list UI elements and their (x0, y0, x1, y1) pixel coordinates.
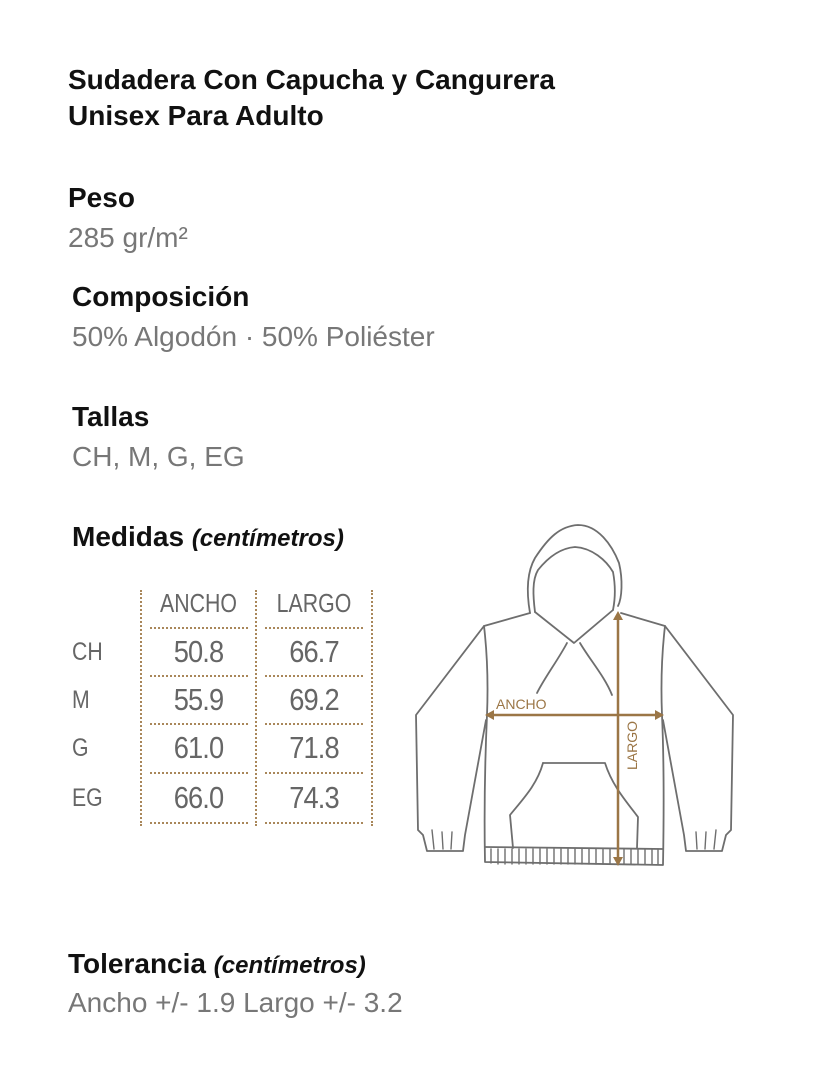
row-separator (265, 723, 363, 725)
column-header-largo: LARGO (276, 588, 352, 618)
row-separator (265, 627, 363, 629)
size-label: M (72, 686, 90, 714)
arrowhead-down-icon (613, 857, 623, 866)
row-separator (150, 627, 248, 629)
row-separator (265, 772, 363, 774)
largo-value: 69.2 (289, 682, 339, 717)
largo-diagram-label: LARGO (624, 721, 640, 770)
row-separator (150, 822, 248, 824)
tolerancia-label: Tolerancia (68, 948, 206, 979)
medidas-label: Medidas (72, 521, 185, 552)
arrowhead-up-icon (613, 611, 623, 620)
largo-value: 66.7 (289, 634, 339, 669)
tolerancia-heading: Tolerancia (centímetros) (68, 948, 366, 980)
ancho-diagram-label: ANCHO (496, 696, 547, 712)
arrowhead-left-icon (485, 710, 494, 720)
composicion-label: Composición (72, 281, 250, 312)
hoodie-outline (415, 524, 734, 866)
ancho-value: 66.0 (173, 780, 224, 815)
row-separator (150, 772, 248, 774)
row-separator (265, 822, 363, 824)
table-divider (140, 590, 142, 826)
tallas-label: Tallas (72, 401, 150, 432)
medidas-heading: Medidas (centímetros) (72, 521, 344, 553)
product-title: Sudadera Con Capucha y Cangurera Unisex … (68, 62, 555, 134)
title-line-2: Unisex Para Adulto (68, 100, 324, 131)
tolerancia-unit: (centímetros) (213, 952, 366, 979)
peso-value: 285 gr/m² (68, 222, 188, 253)
medidas-unit: (centímetros) (191, 525, 344, 552)
row-separator (150, 675, 248, 677)
row-separator (265, 675, 363, 677)
row-separator (150, 723, 248, 725)
largo-value: 71.8 (289, 730, 339, 765)
composicion-value: 50% Algodón · 50% Poliéster (72, 321, 435, 352)
measurement-arrows (485, 611, 664, 866)
tallas-value: CH, M, G, EG (72, 441, 245, 472)
ancho-value: 61.0 (173, 730, 224, 765)
tolerancia-value: Ancho +/- 1.9 Largo +/- 3.2 (68, 987, 403, 1018)
column-header-ancho: ANCHO (159, 588, 238, 618)
table-divider (255, 590, 257, 826)
size-label: CH (72, 638, 103, 666)
title-line-1: Sudadera Con Capucha y Cangurera (68, 64, 556, 95)
arrowhead-right-icon (655, 710, 664, 720)
table-divider (371, 590, 373, 826)
peso-label: Peso (68, 182, 135, 213)
ancho-value: 55.9 (173, 682, 224, 717)
size-label: G (72, 734, 89, 762)
size-label: EG (72, 784, 103, 812)
largo-value: 74.3 (289, 780, 339, 815)
ancho-value: 50.8 (173, 634, 224, 669)
